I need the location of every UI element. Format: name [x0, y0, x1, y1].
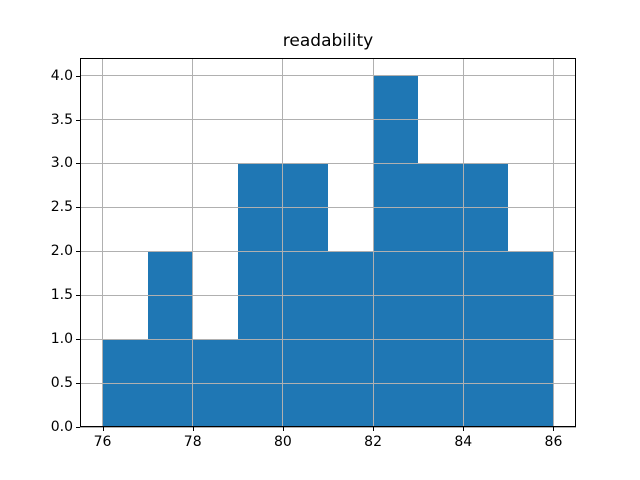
plot-area — [80, 58, 576, 428]
gridline-horizontal — [80, 162, 576, 164]
y-tick-label: 0.0 — [50, 419, 73, 435]
chart-title: readability — [282, 31, 374, 51]
y-tick-mark — [76, 339, 80, 341]
y-tick-label: 1.5 — [50, 287, 73, 304]
x-tick-label: 76 — [93, 434, 112, 450]
gridline-horizontal — [80, 382, 576, 384]
x-tick-mark — [282, 427, 284, 431]
gridline-vertical — [462, 58, 464, 427]
y-tick-mark — [76, 427, 80, 428]
x-tick-label: 78 — [183, 434, 202, 450]
gridline-horizontal — [80, 294, 576, 296]
gridline-horizontal — [80, 250, 576, 252]
gridline-horizontal — [80, 75, 576, 77]
gridline-vertical — [102, 58, 104, 427]
y-tick-label: 1.0 — [50, 331, 73, 348]
x-tick-mark — [192, 427, 194, 431]
y-tick-label: 0.5 — [50, 375, 73, 392]
x-tick-mark — [553, 427, 555, 431]
gridline-vertical — [282, 58, 284, 427]
y-tick-label: 3.0 — [50, 155, 73, 172]
y-tick-mark — [76, 207, 80, 209]
gridline-horizontal — [80, 338, 576, 340]
y-tick-mark — [76, 295, 80, 297]
y-tick-mark — [76, 119, 80, 121]
x-tick-label: 86 — [544, 434, 563, 450]
y-tick-mark — [76, 163, 80, 165]
gridline-horizontal — [80, 206, 576, 208]
x-tick-mark — [463, 427, 465, 431]
y-tick-label: 2.0 — [50, 243, 73, 260]
x-tick-mark — [102, 427, 104, 431]
y-tick-label: 4.0 — [50, 67, 73, 84]
y-tick-mark — [76, 383, 80, 385]
grid-layer — [80, 58, 576, 428]
y-tick-label: 3.5 — [50, 111, 73, 128]
y-tick-mark — [76, 75, 80, 77]
y-tick-label: 2.5 — [50, 199, 73, 216]
x-tick-mark — [373, 427, 375, 431]
y-tick-mark — [76, 251, 80, 253]
gridline-horizontal — [80, 119, 576, 120]
gridline-vertical — [552, 58, 554, 427]
gridline-vertical — [192, 58, 194, 427]
x-tick-label: 82 — [364, 434, 382, 450]
gridline-vertical — [372, 58, 374, 427]
x-tick-label: 84 — [454, 434, 473, 450]
gridline-horizontal — [80, 426, 576, 428]
x-tick-label: 80 — [273, 434, 292, 450]
